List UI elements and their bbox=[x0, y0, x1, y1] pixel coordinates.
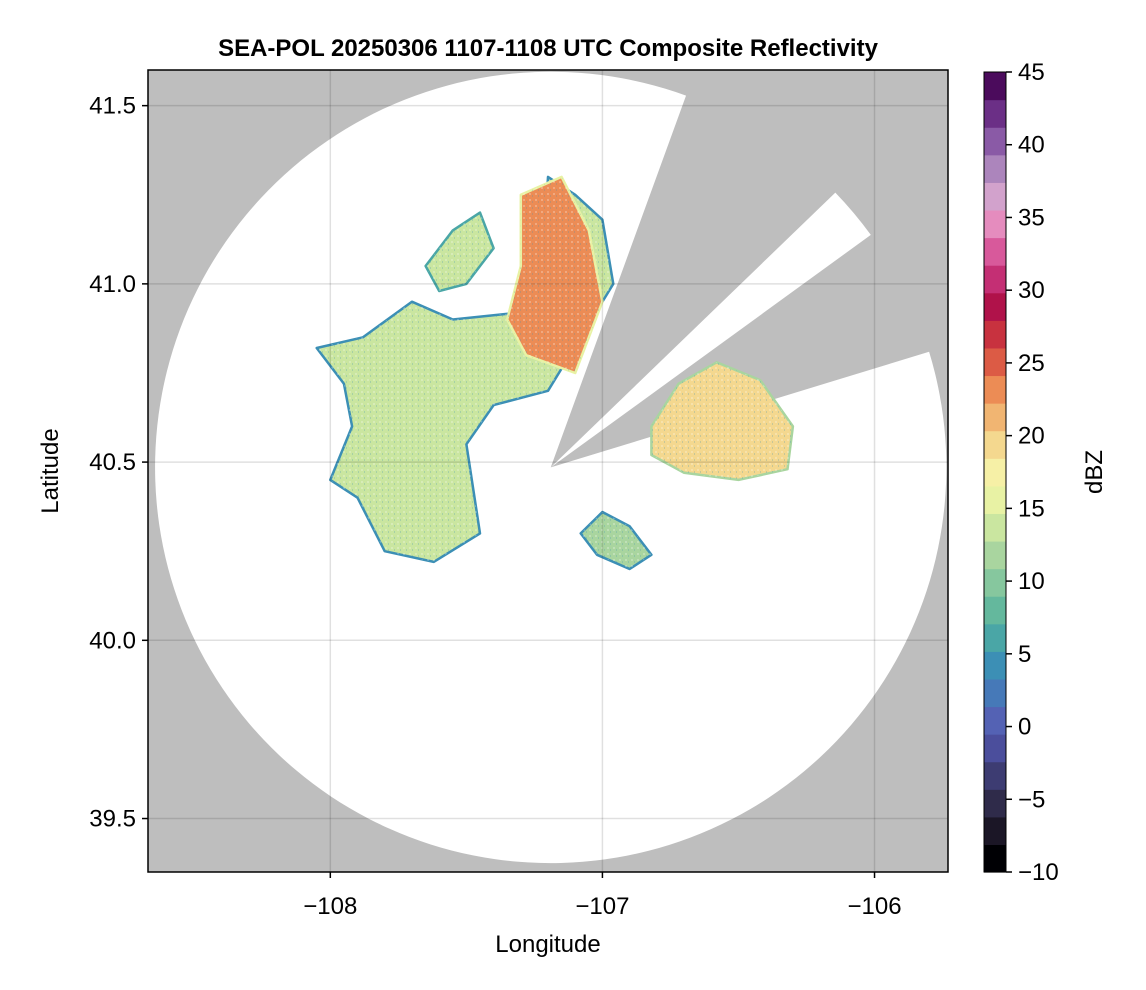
y-tick-label: 40.5 bbox=[89, 449, 136, 476]
colorbar-segment bbox=[984, 734, 1006, 763]
colorbar-tick-label: −5 bbox=[1018, 786, 1045, 813]
colorbar-segment bbox=[984, 182, 1006, 211]
colorbar-segment bbox=[984, 458, 1006, 487]
radar-coverage-disk bbox=[155, 71, 947, 864]
colorbar-segment bbox=[984, 347, 1006, 377]
reflectivity-echoes bbox=[315, 175, 795, 571]
colorbar-segment bbox=[984, 292, 1006, 321]
colorbar-segment bbox=[984, 568, 1006, 597]
colorbar-segment bbox=[984, 540, 1006, 570]
y-tick-label: 41.5 bbox=[89, 93, 136, 120]
x-axis-ticks: −108 −107 −106 bbox=[303, 872, 902, 920]
colorbar-segment bbox=[984, 430, 1006, 459]
colorbar-segment bbox=[984, 99, 1006, 128]
y-tick-label: 40.0 bbox=[89, 627, 136, 654]
colorbar-tick-label: 25 bbox=[1018, 350, 1045, 377]
colorbar-tick-label: 45 bbox=[1018, 59, 1045, 86]
colorbar-tick-label: −10 bbox=[1018, 859, 1059, 886]
y-tick-label: 39.5 bbox=[89, 806, 136, 833]
colorbar-segment bbox=[984, 485, 1006, 514]
colorbar-tick-label: 20 bbox=[1018, 423, 1045, 450]
colorbar-segment bbox=[984, 844, 1006, 873]
colorbar-segment bbox=[984, 816, 1006, 846]
colorbar-tick-label: 15 bbox=[1018, 495, 1045, 522]
colorbar-tick-label: 30 bbox=[1018, 277, 1045, 304]
colorbar-tick-label: 0 bbox=[1018, 714, 1031, 741]
echo-texture-east-cell bbox=[651, 362, 793, 480]
colorbar-label: dBZ bbox=[1081, 450, 1108, 494]
colorbar-segment bbox=[984, 127, 1006, 156]
echo-texture-south-cell bbox=[580, 512, 652, 569]
colorbar-segment bbox=[984, 651, 1006, 680]
colorbar-segment bbox=[984, 375, 1006, 404]
echo-texture-north-west-fragments bbox=[425, 212, 494, 291]
echo-texture-north-core bbox=[507, 176, 603, 373]
x-tick-label: −106 bbox=[847, 893, 901, 920]
colorbar-segment bbox=[984, 761, 1006, 790]
colorbar-segment bbox=[984, 706, 1006, 735]
colorbar: −10 −5 0 5 10 15 20 25 30 35 40 45 bbox=[983, 59, 1059, 886]
colorbar-segment bbox=[984, 513, 1006, 542]
colorbar-tick-label: 10 bbox=[1018, 568, 1045, 595]
plot-area bbox=[148, 70, 948, 872]
colorbar-tick-label: 35 bbox=[1018, 204, 1045, 231]
colorbar-segment bbox=[984, 403, 1006, 432]
echo-texture-west-complex bbox=[316, 176, 614, 562]
grid-lines bbox=[148, 70, 948, 872]
y-axis-label: Latitude bbox=[37, 428, 64, 513]
x-tick-label: −108 bbox=[303, 893, 357, 920]
colorbar-segment bbox=[984, 320, 1006, 349]
x-axis-label: Longitude bbox=[495, 931, 600, 958]
colorbar-segment bbox=[984, 72, 1006, 101]
chart-title: SEA-POL 20250306 1107-1108 UTC Composite… bbox=[218, 35, 879, 62]
colorbar-frame bbox=[983, 71, 1007, 873]
plot-frame bbox=[147, 69, 949, 873]
x-tick-label: −107 bbox=[575, 893, 629, 920]
colorbar-segment bbox=[984, 209, 1006, 239]
colorbar-tick-label: 40 bbox=[1018, 132, 1045, 159]
colorbar-segment bbox=[984, 789, 1006, 818]
y-axis-ticks: 39.5 40.0 40.5 41.0 41.5 bbox=[89, 93, 148, 833]
colorbar-segment bbox=[984, 596, 1006, 625]
y-tick-label: 41.0 bbox=[89, 271, 136, 298]
colorbar-tick-label: 5 bbox=[1018, 641, 1031, 668]
colorbar-segment bbox=[984, 623, 1006, 652]
colorbar-segment bbox=[984, 237, 1006, 266]
colorbar-segment bbox=[984, 265, 1006, 294]
colorbar-segment bbox=[984, 154, 1006, 183]
colorbar-segment bbox=[984, 678, 1006, 708]
